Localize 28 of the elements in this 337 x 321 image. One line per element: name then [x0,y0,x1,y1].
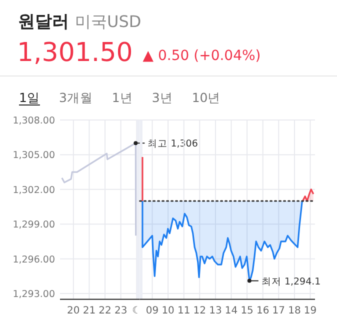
x-tick-label: 13 [209,305,222,316]
x-tick-label: 09 [146,305,159,316]
x-tick-label: 21 [82,305,96,316]
chart-title: 원달러 [18,12,69,32]
x-tick-label: 16 [256,305,270,316]
x-tick-label: 15 [240,305,254,316]
x-tick-label: 22 [98,305,112,316]
x-tick-label: 17 [272,305,286,316]
y-tick-label: 1,302.00 [12,184,55,196]
chart-subtitle: 미국USD [75,12,142,31]
y-tick-label: 1,293.00 [12,289,55,300]
annotation: 최저 1,294.1 [261,276,321,288]
x-tick-label: 10 [162,305,174,316]
annotation: 최고 1,306 [148,138,198,150]
x-tick-label: 20 [67,305,80,316]
note: 최저 1,294.1 [247,276,321,288]
y-tick-label: 1,296.00 [12,254,55,266]
x-tick-label: 23 [114,305,128,316]
header: 원달러 미국USD 1,301.50 ▲ 0.50 (+0.04%) 1일 3개월 1년 3년 10년 [0,12,337,106]
y-tick-label: 1,299.00 [12,220,55,231]
x-tick-label: 18 [288,305,301,316]
x-tick-label: 11 [178,305,190,316]
x-tick-label: 14 [224,305,238,316]
y-tick-label: 1,308.00 [12,116,55,126]
x-tick-label: 12 [193,305,206,316]
y-tick-label: 1,305.00 [12,150,55,162]
x-tick-label: 19 [304,305,317,316]
x-tick-label: ☾ [132,305,142,316]
